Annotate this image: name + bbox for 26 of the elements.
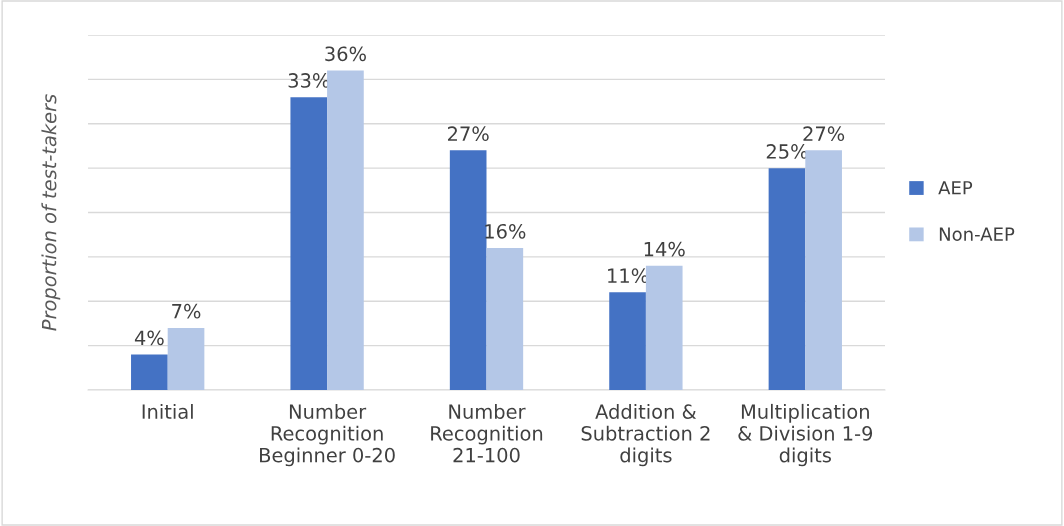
bar — [645, 265, 683, 390]
data-label: 27% — [803, 126, 845, 142]
legend-label: Non-AEP — [939, 227, 1015, 241]
data-label: 7% — [172, 303, 201, 319]
legend-label: AEP — [938, 181, 973, 195]
bar — [486, 248, 524, 390]
bar — [768, 168, 806, 390]
bar — [131, 354, 168, 390]
data-label: 36% — [325, 46, 366, 62]
bar — [609, 292, 646, 390]
x-tick-label: Number Recognition Beginner 0-20 — [260, 403, 395, 467]
x-tick-label: Multiplication & Division 1-9 digits — [738, 403, 873, 467]
x-tick-label: Addition & Subtraction 2 digits — [581, 403, 710, 467]
bar — [327, 70, 364, 390]
data-label: 25% — [766, 144, 808, 159]
bar — [805, 150, 842, 390]
data-label: 33% — [288, 73, 330, 88]
y-axis-title: Proportion of test-takers — [41, 94, 61, 331]
data-label: 4% — [134, 330, 164, 346]
x-tick-label: Initial — [142, 403, 193, 419]
x-tick-label: Number Recognition 21-100 — [431, 403, 543, 463]
data-label: 27% — [447, 126, 489, 142]
bar — [290, 97, 328, 390]
data-label: 14% — [644, 241, 685, 257]
bar — [449, 150, 487, 390]
bar — [167, 327, 205, 390]
